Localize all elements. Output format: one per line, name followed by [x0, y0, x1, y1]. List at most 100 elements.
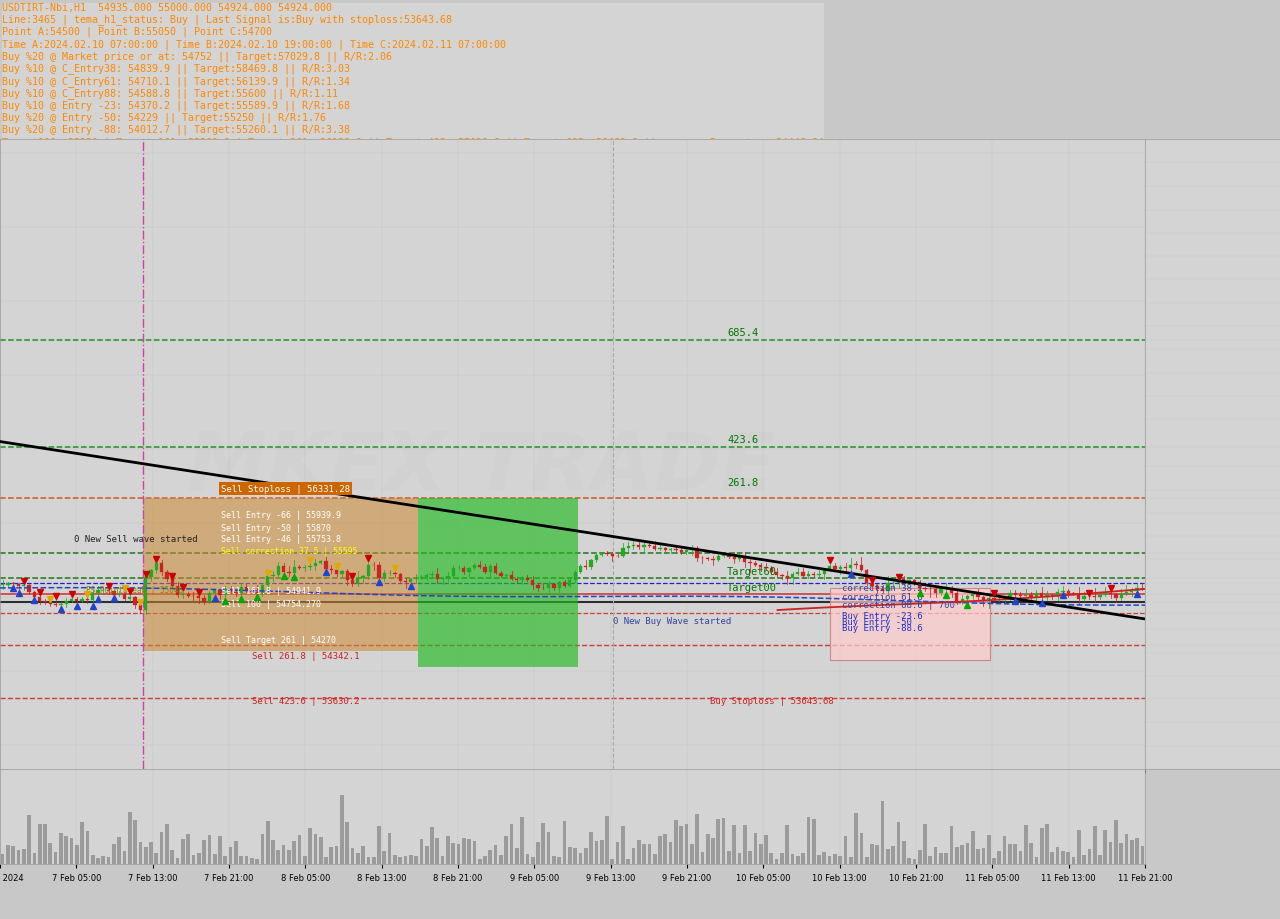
Bar [1076, 831, 1080, 864]
Bar [690, 549, 694, 550]
Bar [675, 820, 677, 864]
Bar [378, 565, 380, 578]
Bar [330, 569, 333, 571]
Bar [626, 547, 630, 549]
Bar [913, 859, 916, 864]
Bar [128, 597, 132, 599]
Bar [398, 857, 402, 864]
Bar [1114, 821, 1117, 864]
Bar [38, 824, 41, 864]
Bar [823, 570, 826, 574]
Bar [1140, 846, 1144, 864]
Bar [202, 840, 206, 864]
Bar [49, 844, 52, 864]
Bar [881, 801, 884, 864]
Bar [435, 575, 439, 579]
Bar [212, 855, 216, 864]
Text: 0 New Sell wave started: 0 New Sell wave started [74, 534, 198, 543]
Bar [165, 824, 169, 864]
Bar [1119, 844, 1123, 864]
Bar [950, 826, 954, 864]
Bar [786, 825, 788, 864]
Bar [515, 848, 518, 864]
Bar [812, 819, 815, 864]
Bar [870, 584, 874, 586]
Bar [605, 816, 609, 864]
Bar [1135, 838, 1139, 864]
Bar [314, 563, 317, 566]
Bar [595, 556, 598, 561]
Bar [563, 821, 567, 864]
Bar [22, 849, 26, 864]
Bar [229, 847, 233, 864]
Bar [303, 857, 307, 864]
Bar [844, 567, 847, 569]
Bar [865, 571, 868, 584]
Bar [744, 557, 746, 562]
Bar [806, 574, 810, 576]
Bar [81, 599, 83, 602]
Bar [64, 836, 68, 864]
Bar [261, 585, 264, 594]
Bar [955, 846, 959, 864]
Bar [33, 593, 36, 597]
Bar [913, 581, 916, 583]
Bar [81, 822, 84, 864]
Bar [271, 840, 275, 864]
Bar [472, 565, 476, 568]
Bar [1066, 852, 1070, 864]
Text: Sell Entry -66 | 55939.9: Sell Entry -66 | 55939.9 [221, 510, 340, 519]
Bar [769, 853, 773, 864]
Bar [732, 557, 736, 560]
Bar [457, 844, 461, 864]
Bar [346, 572, 349, 580]
Bar [1098, 596, 1102, 597]
Bar [908, 581, 911, 584]
Bar [276, 566, 280, 575]
Bar [367, 565, 370, 577]
Bar [668, 842, 672, 864]
Bar [705, 834, 709, 864]
Bar [319, 837, 323, 864]
Bar [860, 565, 863, 571]
Text: Sell 261.8 | 54342.1: Sell 261.8 | 54342.1 [252, 652, 360, 661]
Bar [76, 845, 78, 864]
Bar [499, 573, 503, 576]
Bar [96, 857, 100, 864]
Bar [335, 571, 338, 574]
Bar [324, 857, 328, 864]
Bar [59, 834, 63, 864]
Bar [732, 825, 736, 864]
Bar [298, 835, 301, 864]
Bar [366, 857, 370, 864]
Bar [1093, 826, 1097, 864]
Bar [801, 853, 805, 864]
Bar [796, 856, 800, 864]
Bar [403, 857, 407, 864]
Bar [1014, 844, 1018, 864]
Text: Sell 100 | 54754.270: Sell 100 | 54754.270 [221, 600, 321, 608]
Bar [113, 844, 115, 864]
Bar [742, 824, 746, 864]
Text: Buy Entry -23.6: Buy Entry -23.6 [841, 611, 922, 620]
Text: Buy Stoploss | 53643.68: Buy Stoploss | 53643.68 [710, 697, 833, 706]
Bar [276, 850, 280, 864]
Bar [737, 557, 741, 560]
Bar [727, 852, 731, 864]
Bar [616, 843, 620, 864]
Bar [6, 845, 10, 864]
Bar [419, 499, 579, 667]
Bar [965, 843, 969, 864]
Bar [589, 561, 593, 568]
Bar [1125, 593, 1128, 595]
Bar [643, 845, 646, 864]
Bar [631, 848, 635, 864]
Bar [155, 563, 157, 570]
Bar [1029, 843, 1033, 864]
Bar [833, 566, 837, 569]
Bar [764, 834, 768, 864]
Bar [229, 589, 232, 593]
Bar [224, 589, 227, 595]
Bar [934, 847, 937, 864]
Bar [234, 841, 238, 864]
